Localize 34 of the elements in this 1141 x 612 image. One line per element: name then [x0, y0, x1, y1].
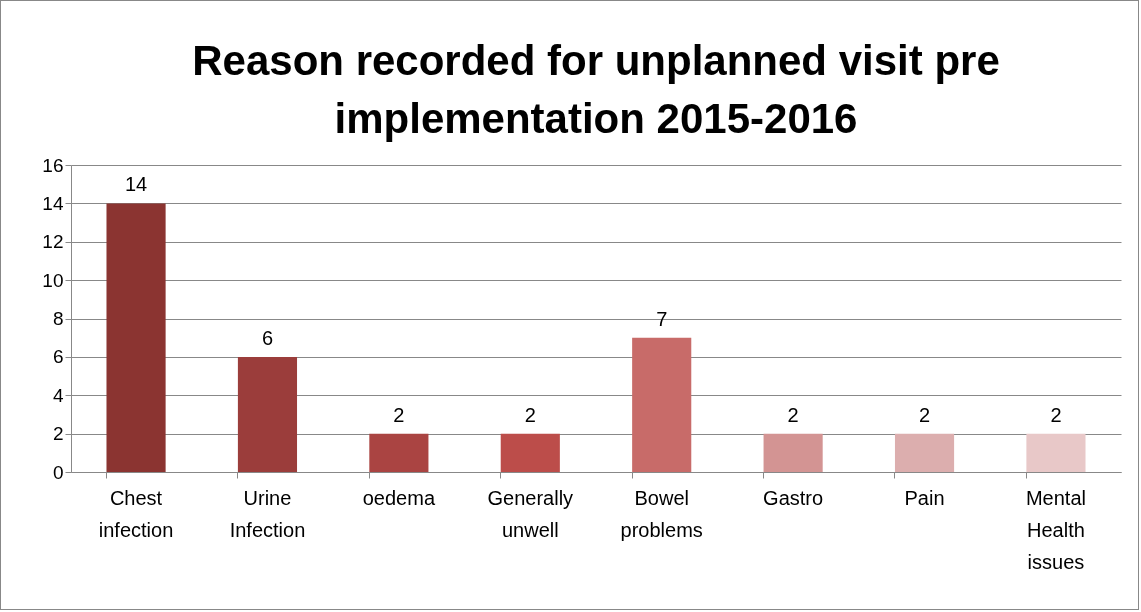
data-label: 7 — [656, 307, 668, 330]
x-tick-label: Chest infection — [98, 486, 174, 541]
y-tick-label: 6 — [52, 346, 64, 368]
chart-title: Reason recorded for unplanned visit pre implementation 2015-2016 — [192, 37, 1000, 142]
bar — [500, 433, 560, 472]
y-tick-label: 0 — [52, 461, 64, 483]
x-tick-label: Mental Health issues — [1025, 486, 1086, 573]
y-tick-label: 8 — [52, 308, 64, 329]
y-tick-label: 2 — [52, 423, 64, 445]
data-label: 2 — [1050, 403, 1062, 426]
data-label: 2 — [524, 403, 536, 426]
y-tick-label: 16 — [42, 154, 64, 176]
x-tick-label: Gastro — [763, 486, 824, 509]
y-tick-label: 12 — [42, 231, 64, 253]
x-tick-label: Urine Infection — [229, 486, 306, 541]
data-label: 2 — [393, 403, 405, 426]
data-label: 14 — [124, 173, 148, 196]
x-tick-label: oedema — [362, 486, 436, 509]
x-tick-label: Generally unwell — [487, 486, 574, 541]
bar — [632, 337, 692, 472]
x-tick-label: Bowel problems — [620, 486, 703, 541]
bar — [1026, 433, 1086, 472]
data-label: 2 — [787, 403, 799, 426]
y-tick-label: 4 — [52, 384, 64, 406]
data-label: 6 — [261, 326, 274, 349]
bar — [106, 203, 166, 472]
bar — [763, 433, 823, 472]
y-tick-label: 10 — [42, 269, 64, 291]
bar — [237, 356, 298, 472]
data-label: 2 — [918, 403, 931, 426]
y-tick-label: 14 — [42, 192, 64, 214]
bar — [369, 433, 429, 472]
x-tick-label: Pain — [904, 486, 945, 509]
bar — [894, 433, 955, 472]
